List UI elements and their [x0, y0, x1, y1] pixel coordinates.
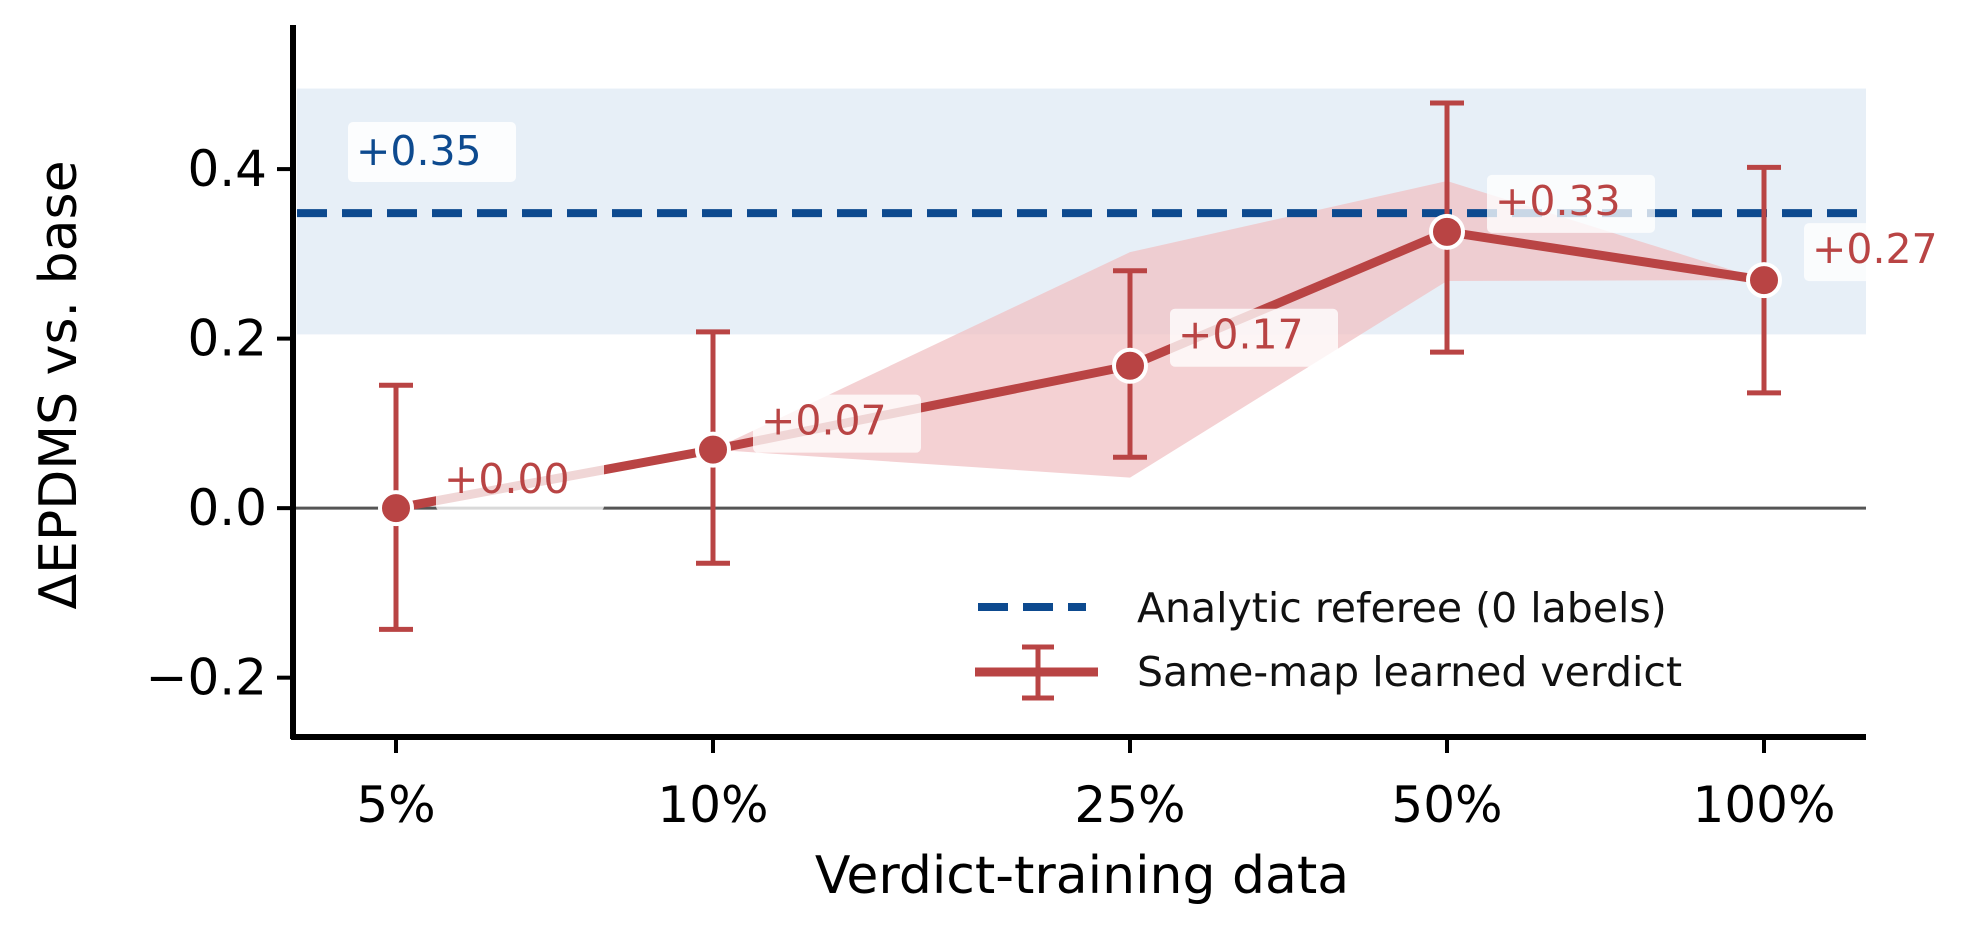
- data-label: +0.00: [444, 455, 570, 503]
- y-tick-label: 0.4: [187, 140, 267, 198]
- legend-swatch-learned-verdict: [975, 644, 1098, 701]
- data-label: +0.07: [761, 397, 887, 445]
- x-tick-label: 100%: [1693, 776, 1836, 834]
- data-label-box: [1804, 223, 1972, 282]
- legend-label-learned-verdict: Same-map learned verdict: [1137, 648, 1682, 696]
- data-label-box: [753, 394, 921, 453]
- x-axis-title: Verdict-training data: [815, 846, 1349, 906]
- y-tick-label: −0.2: [146, 649, 267, 707]
- data-point: [1429, 213, 1465, 250]
- legend-label-analytic-referee: Analytic referee (0 labels): [1137, 584, 1667, 632]
- x-tick-label: 50%: [1391, 776, 1502, 834]
- x-tick-label: 10%: [657, 776, 768, 834]
- y-tick-label: 0.0: [187, 479, 267, 537]
- x-tick-label: 25%: [1074, 776, 1185, 834]
- data-label: +0.17: [1178, 311, 1304, 359]
- series-band: [396, 180, 1764, 509]
- y-axis-title: ΔEPDMS vs. base: [29, 160, 89, 609]
- data-label: +0.27: [1812, 225, 1938, 273]
- y-tick-label: 0.2: [187, 310, 267, 368]
- data-point: [1746, 262, 1782, 299]
- data-label-box: [436, 453, 604, 512]
- data-label-box: [1487, 174, 1655, 233]
- data-point: [1112, 347, 1148, 384]
- legend: Analytic referee (0 labels) Same-map lea…: [975, 584, 1682, 701]
- data-point: [695, 431, 731, 468]
- reference-label: +0.35: [356, 127, 482, 175]
- data-label-box: [1170, 308, 1338, 367]
- reference-label-box: [348, 122, 516, 182]
- x-tick-label: 5%: [356, 776, 435, 834]
- data-point: [378, 490, 414, 527]
- plot-area: +0.35 +0.00 +0.07 +0.17 +0.33 +0.27 −0.2 0.0 0.2…: [146, 25, 1972, 834]
- data-label: +0.33: [1495, 177, 1621, 225]
